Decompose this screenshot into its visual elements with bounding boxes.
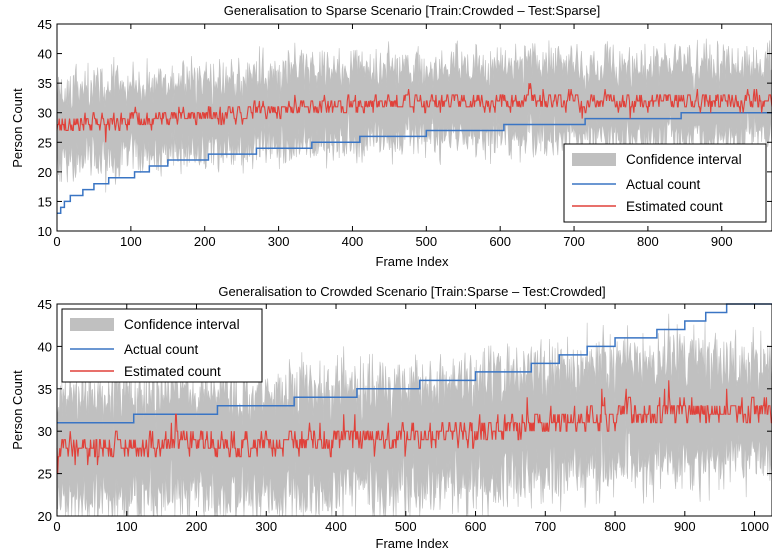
chart-bottom-ticks: 0 100 200 300 400 500 600 700 800 900 1000 20 25 30 35… <box>38 297 772 534</box>
x-tick-label: 100 <box>116 519 138 534</box>
y-tick-label: 35 <box>38 382 52 397</box>
confidence-band <box>56 38 772 193</box>
legend-confidence-swatch <box>572 153 616 166</box>
confidence-band <box>56 313 772 518</box>
y-tick-label: 40 <box>38 47 52 62</box>
legend-confidence-swatch <box>70 318 114 331</box>
chart-top-plot-content <box>56 38 772 215</box>
y-tick-label: 25 <box>38 467 52 482</box>
estimated-count-line <box>56 380 772 474</box>
chart-bottom: Generalisation to Crowded Scenario [Trai… <box>10 284 772 551</box>
legend-estimated-label: Estimated count <box>626 199 723 214</box>
y-tick-label: 25 <box>38 135 52 150</box>
actual-count-line <box>56 111 772 215</box>
legend-actual-label: Actual count <box>626 177 701 192</box>
y-tick-label: 30 <box>38 424 52 439</box>
x-tick-label: 500 <box>395 519 417 534</box>
y-tick-label: 45 <box>38 297 52 312</box>
y-tick-label: 35 <box>38 76 52 91</box>
x-tick-label: 700 <box>534 519 556 534</box>
y-tick-label: 40 <box>38 339 52 354</box>
chart-top-xlabel: Frame Index <box>376 254 449 269</box>
y-tick-label: 10 <box>38 224 52 239</box>
chart-top-ylabel: Person Count <box>10 88 25 168</box>
x-tick-label: 400 <box>325 519 347 534</box>
chart-top-title: Generalisation to Sparse Scenario [Train… <box>224 3 600 18</box>
y-tick-label: 45 <box>38 17 52 32</box>
x-tick-label: 300 <box>268 234 290 249</box>
x-tick-label: 900 <box>674 519 696 534</box>
chart-bottom-ylabel: Person Count <box>10 370 25 450</box>
legend-confidence-label: Confidence interval <box>626 152 742 167</box>
x-tick-label: 800 <box>637 234 659 249</box>
chart-bottom-legend: Confidence interval Actual count Estimat… <box>61 308 263 383</box>
chart-bottom-plot-content <box>56 303 772 518</box>
x-tick-label: 600 <box>465 519 487 534</box>
chart-top-axes-frame <box>56 23 772 232</box>
y-tick-label: 20 <box>38 509 52 524</box>
x-tick-label: 400 <box>342 234 364 249</box>
chart-bottom-xlabel: Frame Index <box>376 536 449 551</box>
x-tick-label: 600 <box>489 234 511 249</box>
legend-confidence-label: Confidence interval <box>124 317 240 332</box>
x-tick-label: 200 <box>186 519 208 534</box>
estimated-count-line <box>56 83 772 143</box>
x-tick-label: 0 <box>53 234 60 249</box>
x-tick-label: 100 <box>120 234 142 249</box>
chart-top: Generalisation to Sparse Scenario [Train… <box>10 3 772 269</box>
y-tick-label: 20 <box>38 165 52 180</box>
x-tick-label: 200 <box>194 234 216 249</box>
y-tick-label: 30 <box>38 106 52 121</box>
x-tick-label: 300 <box>255 519 277 534</box>
legend-estimated-label: Estimated count <box>124 364 221 379</box>
chart-top-ticks: 0 100 200 300 400 500 600 700 800 900 10 15 20 25 30 35… <box>38 17 772 249</box>
actual-count-line <box>57 303 772 424</box>
x-tick-label: 900 <box>711 234 733 249</box>
chart-bottom-axes-frame <box>56 303 772 517</box>
x-tick-label: 500 <box>415 234 437 249</box>
chart-bottom-title: Generalisation to Crowded Scenario [Trai… <box>218 284 605 299</box>
x-tick-label: 800 <box>604 519 626 534</box>
x-tick-label: 0 <box>53 519 60 534</box>
chart-top-legend: Confidence interval Actual count Estimat… <box>563 143 767 223</box>
x-tick-label: 1000 <box>740 519 769 534</box>
y-tick-label: 15 <box>38 194 52 209</box>
legend-actual-label: Actual count <box>124 342 199 357</box>
x-tick-label: 700 <box>563 234 585 249</box>
